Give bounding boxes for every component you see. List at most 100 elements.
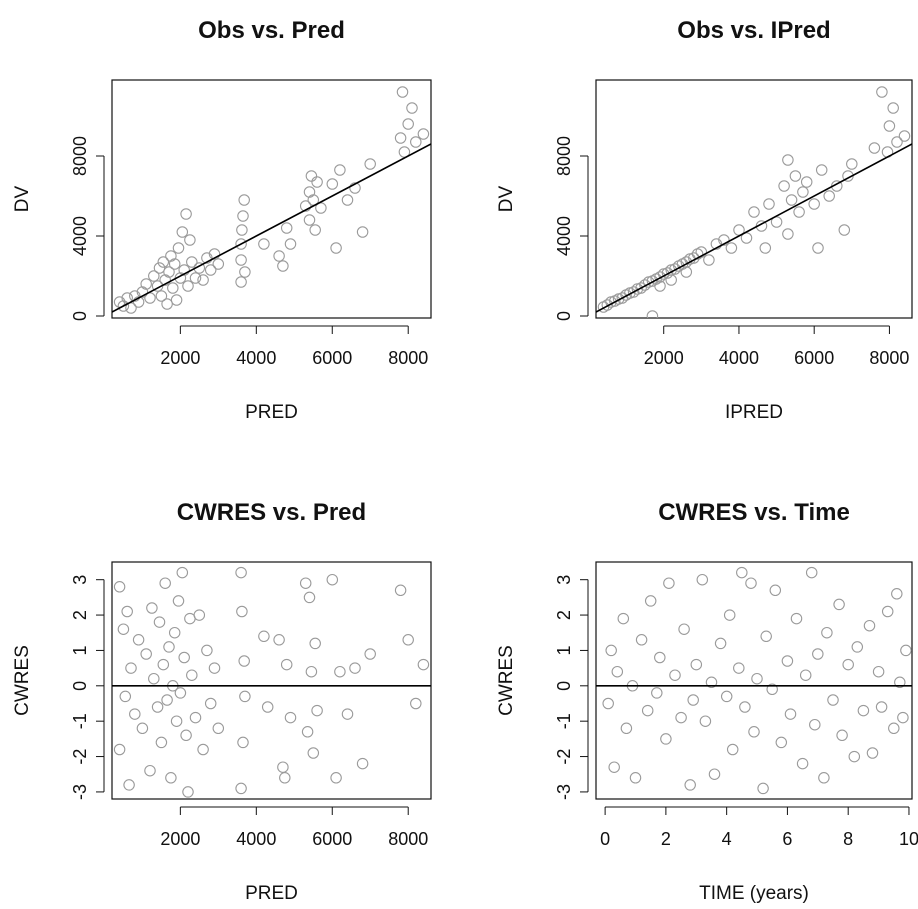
data-point	[410, 697, 422, 710]
point-group	[602, 566, 912, 795]
data-point	[119, 690, 132, 703]
data-point	[157, 658, 170, 671]
data-point	[723, 609, 736, 621]
data-point	[710, 238, 723, 250]
data-point	[279, 772, 291, 784]
data-point	[857, 704, 870, 717]
data-point	[273, 250, 285, 262]
data-point	[146, 602, 158, 614]
data-point	[678, 623, 690, 635]
data-point	[775, 736, 788, 749]
data-point	[305, 170, 318, 182]
data-point	[897, 711, 909, 724]
plot-frame	[595, 79, 913, 319]
data-point	[341, 194, 354, 206]
data-point	[863, 619, 876, 632]
data-point	[117, 623, 130, 635]
data-point	[299, 200, 312, 212]
data-point	[168, 258, 181, 270]
data-point	[805, 566, 818, 579]
data-point	[654, 271, 666, 283]
data-point	[417, 128, 430, 140]
data-point	[178, 264, 190, 276]
data-point	[186, 256, 198, 268]
data-point	[157, 256, 170, 268]
y-axis-label: DV	[12, 185, 33, 212]
data-point	[827, 694, 839, 706]
data-point	[356, 226, 369, 238]
data-point	[182, 786, 194, 798]
data-point	[189, 272, 202, 284]
data-point	[766, 683, 778, 696]
data-point	[153, 262, 166, 274]
data-point	[208, 662, 221, 674]
data-point	[163, 266, 175, 278]
data-point	[326, 178, 339, 190]
panel-3: 2000 4000 6000 8000 -3 -2 -1 0 1 2 3 CWRES vs. Pred…	[12, 499, 432, 904]
data-point	[796, 757, 809, 770]
data-point	[334, 665, 346, 678]
x-tick-label: 6000	[312, 829, 352, 849]
data-point	[751, 672, 763, 685]
data-point	[307, 747, 320, 759]
data-point	[204, 264, 217, 276]
data-point	[364, 648, 376, 660]
y-tick-label: 8000	[554, 136, 574, 176]
y-tick-label: -1	[554, 713, 574, 729]
data-point	[235, 276, 247, 288]
y-tick-label: 2	[554, 610, 574, 620]
y-tick-label: 0	[70, 681, 90, 691]
data-point	[235, 254, 247, 266]
y-tick-label: -1	[70, 713, 90, 729]
data-point	[705, 676, 718, 689]
data-point	[184, 234, 196, 246]
panel-2: 2000 4000 6000 8000 0 4000 8000 Obs vs. IPred IP…	[496, 17, 913, 423]
x-tick-label: 2000	[644, 348, 684, 368]
y-tick-label: 0	[70, 311, 90, 321]
data-point	[883, 120, 896, 132]
data-point	[809, 718, 821, 731]
data-point	[212, 722, 225, 735]
x-tick-label: 4000	[236, 348, 276, 368]
data-point	[410, 136, 422, 148]
data-point	[277, 761, 289, 773]
data-point	[821, 626, 833, 639]
data-point	[235, 238, 247, 250]
data-point	[684, 779, 696, 791]
data-point	[875, 701, 888, 713]
data-point	[635, 282, 647, 294]
data-point	[876, 86, 888, 98]
y-tick-label: 8000	[70, 136, 90, 176]
data-point	[330, 772, 342, 784]
data-point	[330, 242, 342, 254]
data-point	[714, 637, 727, 650]
data-point	[778, 180, 790, 192]
data-point	[602, 697, 614, 710]
data-point	[186, 669, 198, 681]
data-point	[836, 729, 848, 742]
x-tick-label: 10	[899, 829, 918, 849]
data-point	[838, 224, 851, 236]
data-point	[168, 626, 181, 639]
data-point	[235, 782, 247, 795]
data-point	[823, 190, 835, 202]
identity-line	[112, 143, 431, 313]
data-point	[757, 782, 769, 795]
y-tick-label: 0	[554, 311, 574, 321]
data-point	[669, 669, 681, 681]
data-point	[891, 136, 903, 148]
data-point	[872, 665, 885, 678]
data-point	[654, 280, 666, 292]
data-point	[800, 176, 813, 188]
x-tick-label: 6000	[312, 348, 352, 368]
data-point	[121, 605, 133, 618]
data-point	[280, 222, 293, 234]
data-point	[646, 310, 659, 318]
data-point	[718, 234, 730, 246]
data-point	[818, 772, 830, 784]
data-point	[184, 612, 196, 625]
data-point	[760, 630, 772, 643]
data-point	[280, 658, 293, 671]
data-point	[132, 634, 145, 646]
data-point	[303, 591, 316, 604]
